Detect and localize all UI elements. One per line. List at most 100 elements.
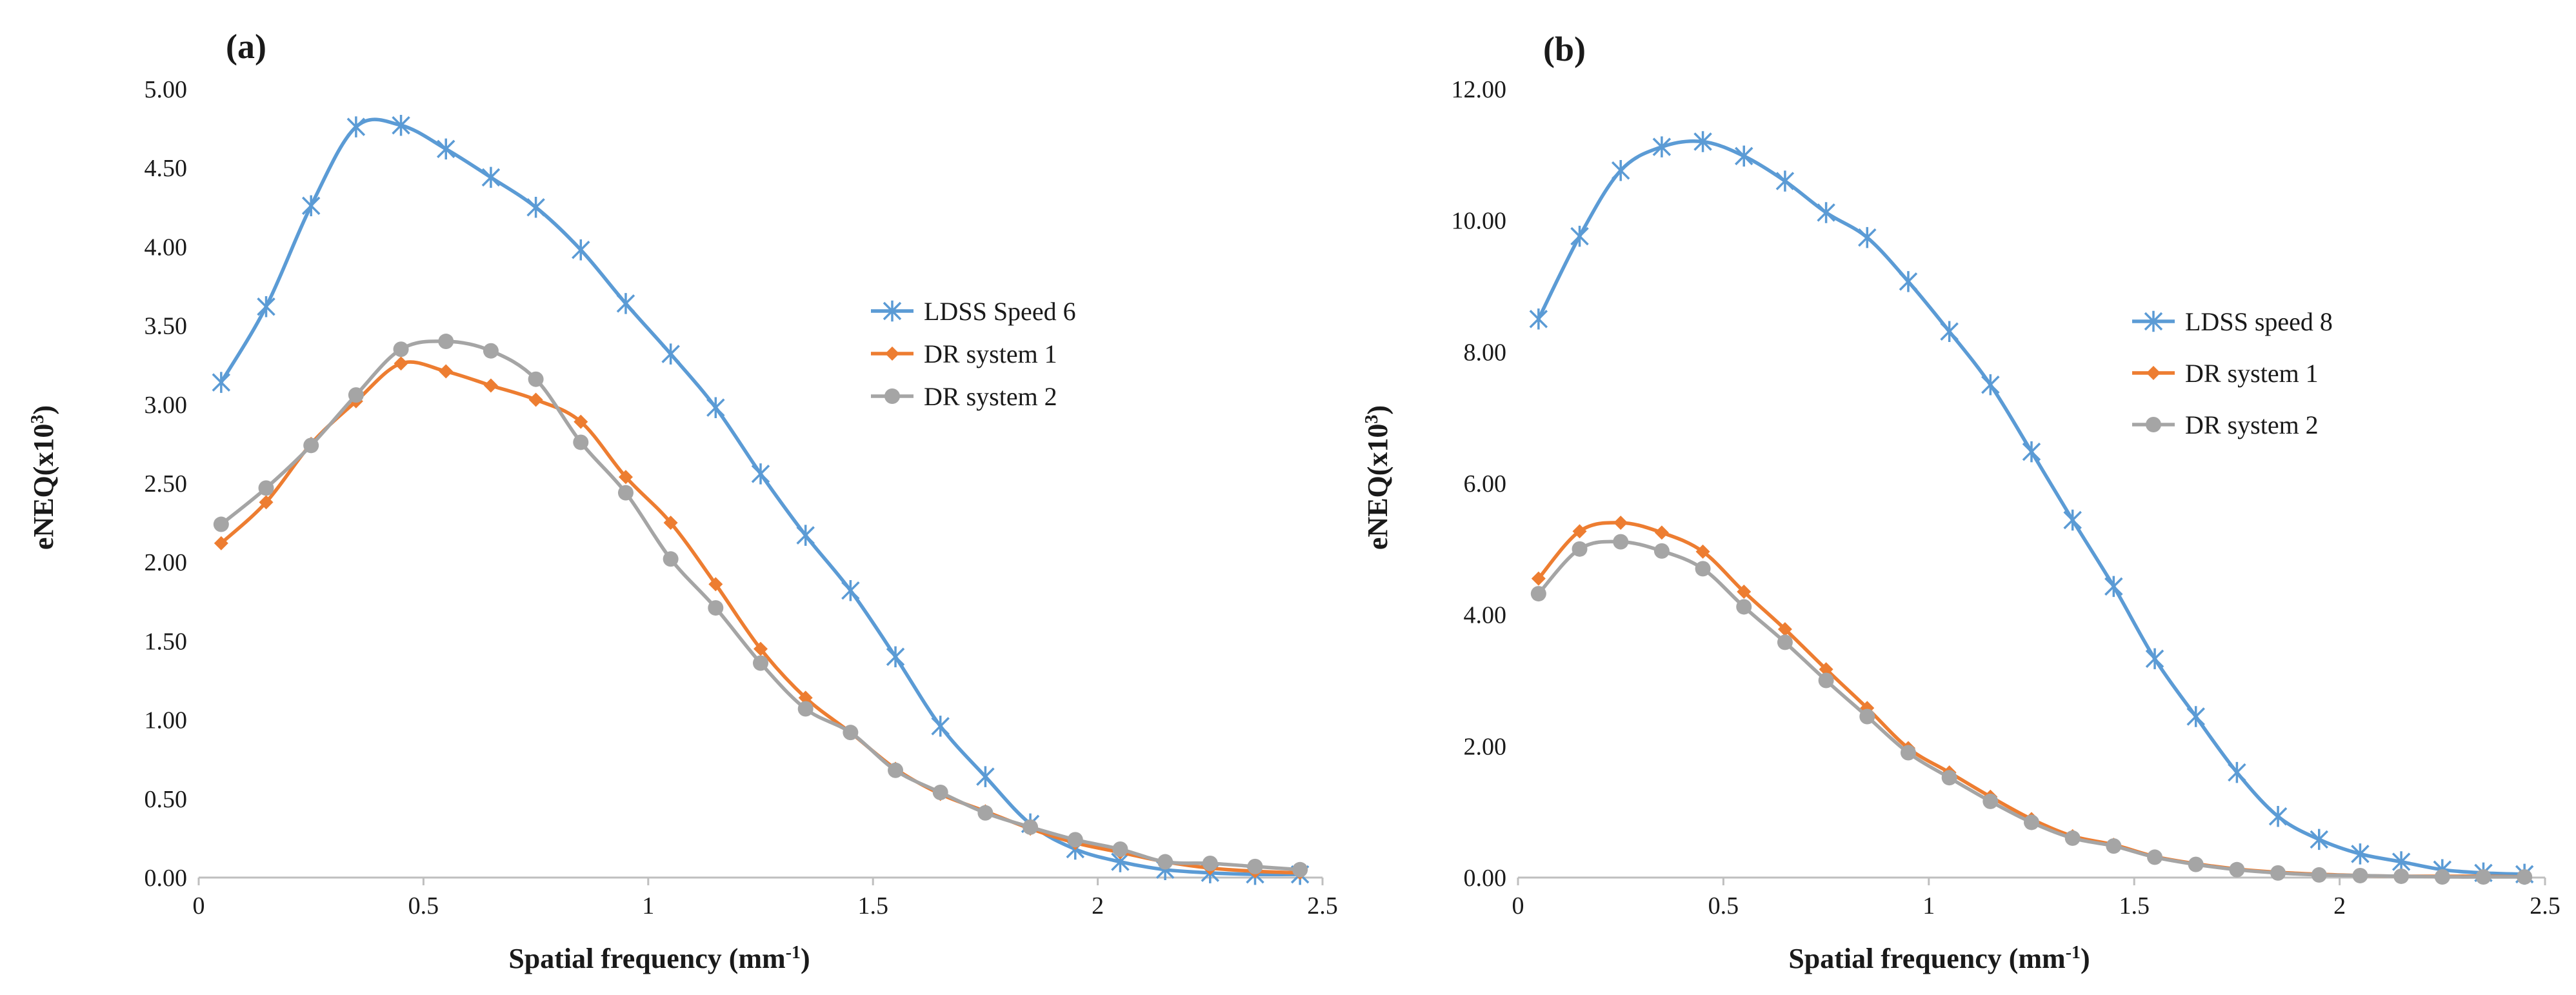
data-point [1157,854,1173,870]
data-point [2393,868,2410,884]
data-point [528,392,543,407]
x-tick-label: 1.5 [2119,892,2150,920]
y-tick-label: 1.00 [145,707,188,734]
data-point [1530,586,1546,602]
x-tick-label: 0.5 [1708,892,1739,920]
data-point [843,725,859,741]
legend-marker [884,388,900,404]
y-tick-label: 4.00 [145,234,188,261]
data-point [301,195,321,217]
data-point [2229,861,2245,878]
y-tick-label: 1.50 [145,628,188,655]
data-point [437,138,455,160]
data-point [2022,441,2041,463]
legend-item: LDSS Speed 6 [871,297,1076,326]
data-point [346,116,366,137]
y-tick-label: 5.00 [145,76,188,103]
legend-marker [2146,417,2161,432]
series-line-1 [219,117,1302,877]
data-point [2063,509,2082,531]
y-tick-label: 2.00 [1464,733,1507,760]
data-point [1900,745,1916,761]
data-point [213,516,229,532]
data-point [2188,856,2204,872]
chart-panel-b: (b) eNEQ(x103) Spatial frequency (mm-1) … [1362,30,2561,974]
x-tick-label: 2 [1092,892,1104,920]
data-point [2145,648,2164,670]
x-tick-label: 0 [193,892,205,920]
data-point [1654,525,1669,540]
data-point [888,762,904,778]
data-point [438,334,454,350]
data-point [754,641,768,656]
data-point [2434,869,2450,885]
y-tick-label: 0.50 [145,786,188,813]
legend-marker [883,300,902,322]
data-point [1777,622,1792,637]
data-point [1529,308,1548,330]
data-point [706,397,725,418]
data-point [2351,843,2370,865]
legend-label: DR system 2 [924,382,1057,411]
panel-a-x-axis-title: Spatial frequency (mm-1) [508,943,810,975]
data-point [1737,585,1752,599]
data-point [1611,160,1630,181]
data-point [1247,858,1263,874]
y-tick-label: 2.00 [145,549,188,576]
data-point [661,343,680,365]
data-point [841,579,860,601]
data-point [1735,145,1753,167]
data-point [303,437,319,454]
data-point [2475,869,2491,885]
data-point [1531,571,1546,586]
data-point [2270,865,2286,881]
data-point [1982,793,1999,809]
panel-b-y-axis-title: eNEQ(x103) [1362,405,1394,550]
data-point [976,766,995,787]
data-point [2104,576,2123,598]
data-point [439,364,454,379]
x-tick-label: 1 [1922,892,1935,920]
x-tick-label: 1 [642,892,654,920]
legend-label: LDSS speed 8 [2185,307,2333,336]
y-tick-label: 8.00 [1464,339,1507,366]
data-point [663,551,679,567]
data-point [753,655,768,671]
data-point [1695,561,1711,577]
panel-b-label: (b) [1543,30,1586,68]
data-point [212,372,231,393]
data-point [1613,534,1629,550]
x-tick-label: 2 [2333,892,2346,920]
data-point [1112,841,1128,858]
data-point [393,341,409,357]
x-tick-label: 2.5 [2530,892,2561,920]
data-point [616,293,635,314]
legend-label: LDSS Speed 6 [924,297,1076,326]
data-point [483,378,498,393]
data-point [1572,524,1587,539]
data-point [1941,770,1957,786]
data-point [1818,672,1834,688]
data-point [574,414,588,429]
data-point [214,536,228,550]
data-point [798,690,813,705]
data-point [392,114,410,136]
data-point [1899,271,1918,292]
data-point [526,197,545,218]
data-point [2228,761,2246,783]
x-tick-label: 2.5 [1307,892,1338,920]
data-point [1736,599,1752,615]
legend-marker [885,347,899,361]
x-tick-label: 0 [1512,892,1524,920]
data-point [751,463,770,485]
data-point [708,577,723,592]
y-tick-label: 12.00 [1452,76,1507,103]
data-point [259,495,274,510]
data-point [1292,861,1308,878]
y-tick-label: 4.50 [145,155,188,182]
data-point [1613,516,1628,530]
data-point [2064,830,2081,846]
data-point [796,525,815,546]
data-point [1695,544,1710,559]
legend-label: DR system 1 [924,339,1057,368]
